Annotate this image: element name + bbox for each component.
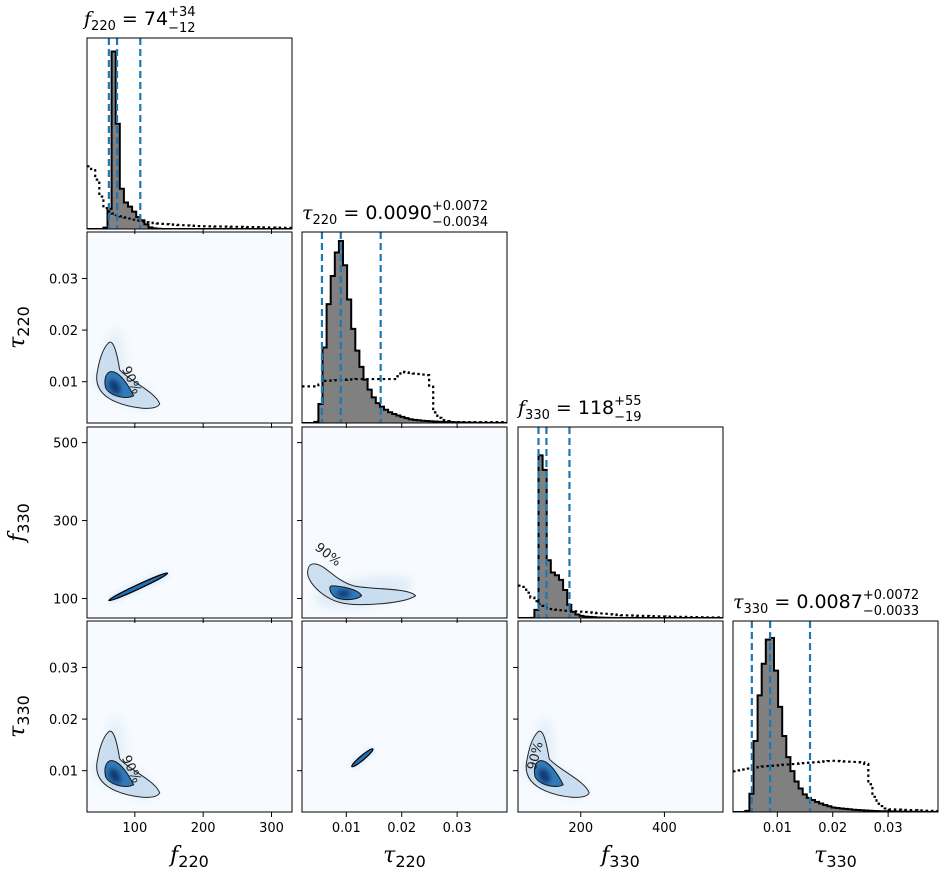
prior-hist-line xyxy=(733,759,938,812)
density-blob xyxy=(336,589,351,598)
axes-frame xyxy=(301,231,508,424)
y-axis-label: f330 xyxy=(5,503,33,544)
axes-frame xyxy=(86,37,293,230)
posterior-hist-fill xyxy=(518,455,723,618)
x-tick-label: 0.03 xyxy=(443,821,472,836)
marginal-0: f220 = 74+34 −12 xyxy=(82,5,293,230)
x-tick-label: 0.01 xyxy=(332,821,361,836)
x-axis-label: τ220 xyxy=(383,843,426,871)
joint-panel-2-1: 90% xyxy=(301,426,508,619)
marginal-title: τ220 = 0.0090+0.0072 −0.0034 xyxy=(302,199,488,230)
posterior-hist-fill xyxy=(302,240,507,423)
y-tick-label: 0.01 xyxy=(49,376,78,391)
axes-frame xyxy=(86,426,293,619)
density-blob xyxy=(108,768,121,784)
y-tick-label: 0.03 xyxy=(49,661,78,676)
x-tick-label: 0.02 xyxy=(387,821,416,836)
marginal-2: f330 = 118+55 −19 xyxy=(516,394,724,619)
x-axis-label: f220 xyxy=(168,843,209,871)
y-tick-label: 0.02 xyxy=(49,324,78,339)
joint-panel-3-2: 90% xyxy=(517,620,724,813)
y-tick-label: 100 xyxy=(53,593,78,608)
axes-frame xyxy=(517,426,724,619)
marginal-title: f330 = 118+55 −19 xyxy=(516,394,642,425)
marginal-title: τ330 = 0.0087+0.0072 −0.0033 xyxy=(733,588,919,619)
axes-frame xyxy=(301,426,508,619)
x-tick-label: 400 xyxy=(652,821,677,836)
marginal-1: τ220 = 0.0090+0.0072 −0.0034 xyxy=(301,199,508,424)
x-axis-label: τ330 xyxy=(814,843,857,871)
x-tick-label: 100 xyxy=(122,821,147,836)
y-tick-label: 500 xyxy=(53,437,78,452)
posterior-hist-line xyxy=(518,454,723,618)
y-axis-label: τ330 xyxy=(5,695,33,738)
axes-frame xyxy=(732,620,939,813)
density-background xyxy=(87,427,292,618)
prior-hist-line xyxy=(302,370,507,423)
axes-frame xyxy=(301,620,508,813)
axes-frame xyxy=(517,620,724,813)
posterior-hist-fill xyxy=(733,638,938,812)
joint-panel-3-1 xyxy=(301,620,508,813)
x-tick-label: 200 xyxy=(191,821,216,836)
y-tick-label: 300 xyxy=(53,515,78,530)
prior-hist-line xyxy=(518,584,723,618)
axes-frame xyxy=(86,620,293,813)
prior-hist-line xyxy=(87,165,292,229)
axes-frame xyxy=(86,231,293,424)
x-tick-label: 0.03 xyxy=(874,821,903,836)
y-axis-label: τ220 xyxy=(5,306,33,349)
marginal-3: τ330 = 0.0087+0.0072 −0.0033 xyxy=(732,588,939,813)
x-tick-label: 300 xyxy=(259,821,284,836)
marginal-title: f220 = 74+34 −12 xyxy=(82,5,196,36)
joint-panel-3-0: 90% xyxy=(86,620,293,813)
y-tick-label: 0.02 xyxy=(49,713,78,728)
y-tick-label: 0.01 xyxy=(49,765,78,780)
x-tick-label: 200 xyxy=(568,821,593,836)
x-tick-label: 0.01 xyxy=(763,821,792,836)
joint-panel-1-0: 90% xyxy=(86,231,293,424)
contour-90 xyxy=(108,572,169,602)
x-tick-label: 0.02 xyxy=(818,821,847,836)
contour-90 xyxy=(351,748,374,768)
density-background xyxy=(302,621,507,812)
y-tick-label: 0.03 xyxy=(49,272,78,287)
contour-label: 90% xyxy=(525,740,547,772)
density-blob xyxy=(538,768,551,784)
density-blob xyxy=(108,379,121,395)
x-axis-label: f330 xyxy=(599,843,640,871)
joint-panel-2-0 xyxy=(86,426,293,619)
